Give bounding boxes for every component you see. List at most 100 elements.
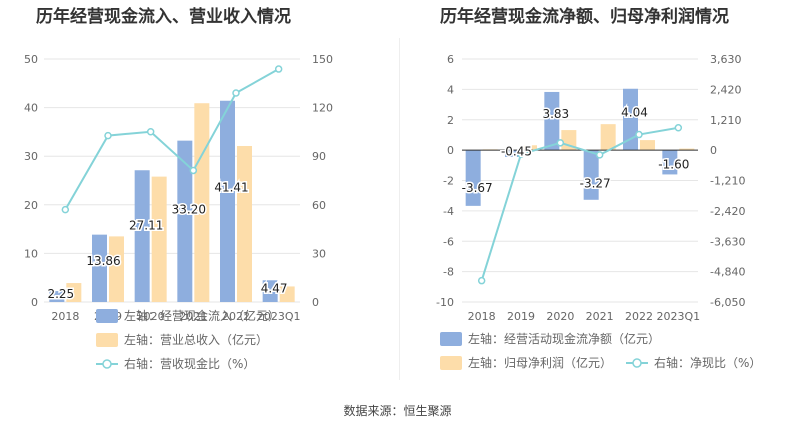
right-chart-right-tick-label: -4,840: [710, 266, 745, 279]
right-chart-ratio-point: [674, 124, 683, 132]
right-chart-bar: [505, 150, 520, 157]
right-chart-bar: [465, 150, 481, 206]
left-chart-bar-value-label: 33.20: [172, 202, 206, 216]
left-chart-right-tick-label: 90: [312, 150, 326, 163]
right-chart-right-tick-label: 0: [710, 144, 717, 157]
right-chart-left-tick-label: -8: [443, 266, 454, 279]
panel-divider: [399, 38, 400, 380]
left-chart-bar: [177, 140, 193, 302]
right-chart-ratio-line: [480, 126, 679, 281]
right-chart-right-tick-label: -6,050: [710, 296, 745, 309]
left-chart-bar-value-label: 27.11: [129, 219, 163, 233]
right-chart-x-tick-label: 2020: [546, 310, 574, 323]
left-chart-bar: [194, 103, 210, 302]
left-chart-bar-value-label: 4.47: [261, 281, 288, 295]
right-chart-bar: [662, 150, 678, 175]
right-chart-right-tick-label: -2,420: [710, 205, 745, 218]
left-chart-ratio-point: [104, 131, 112, 140]
right-chart-bar: [623, 88, 638, 151]
right-chart-x-tick-label: 2019: [507, 310, 535, 323]
left-chart-bar-value-label: 41.41: [214, 180, 248, 194]
right-chart-left-tick-label: 6: [447, 53, 454, 66]
right-chart-left-tick-label: -2: [443, 175, 454, 188]
left-chart-bar: [92, 234, 107, 302]
left-chart-x-tick-label: 2021: [179, 310, 207, 323]
left-chart-bar: [220, 100, 235, 302]
left-chart-title: 历年经营现金流入、营业收入情况: [36, 7, 291, 27]
right-chart-right-tick-label: -1,210: [710, 175, 745, 188]
right-chart-bar-value-label: 3.83: [542, 107, 569, 121]
right-chart-right-tick-label: -3,630: [710, 235, 745, 248]
left-chart-bar: [134, 170, 150, 302]
right-chart-ratio-point: [556, 139, 565, 147]
right-chart-x-tick-label: 2018: [468, 310, 496, 323]
left-chart-ratio-point: [146, 127, 155, 136]
left-chart-ratio-point: [232, 89, 240, 97]
right-chart-left-tick-label: -4: [443, 205, 454, 218]
left-chart-bar: [279, 286, 295, 302]
right-chart-bar: [679, 148, 695, 151]
right-chart-ratio-point: [635, 130, 643, 139]
left-chart-legend-label: 左轴：经营现金流入（亿元）: [124, 308, 280, 323]
right-chart-right-tick-label: 2,420: [710, 83, 742, 96]
right-chart-legend-label: 左轴：经营活动现金流净额（亿元）: [468, 331, 660, 346]
right-chart-legend-label: 左轴：归母净利润（亿元）: [468, 355, 612, 370]
left-chart-right-tick-label: 120: [312, 102, 333, 115]
right-chart-left-tick-label: 2: [447, 114, 454, 127]
data-source-note: 数据来源：恒生聚源: [343, 404, 452, 418]
right-chart-bar: [600, 124, 616, 151]
right-chart-left-tick-label: 4: [447, 83, 454, 96]
left-chart-left-tick-label: 50: [24, 53, 38, 66]
right-chart-left-tick-label: 0: [447, 144, 454, 157]
left-chart-left-tick-label: 10: [24, 247, 38, 260]
left-chart-bar: [151, 176, 167, 302]
right-chart-left-tick-label: -10: [436, 296, 454, 309]
left-chart-right-tick-label: 150: [312, 53, 333, 66]
left-chart-ratio-line: [64, 68, 280, 211]
left-chart-x-tick-label: 2023Q1: [257, 310, 301, 323]
left-chart-bar: [66, 283, 82, 302]
left-chart-bar: [262, 280, 278, 302]
right-chart-bar: [583, 150, 599, 200]
left-chart-x-tick-label: 2020: [137, 310, 165, 323]
left-chart-x-tick-label: 2018: [51, 310, 79, 323]
right-chart-legend-marker: [632, 358, 642, 368]
right-chart-bar-value-label: -1.60: [658, 157, 689, 171]
right-chart-right-tick-label: 1,210: [710, 114, 742, 127]
left-chart-bar-value-label: 2.25: [47, 287, 74, 301]
right-chart-bar: [640, 140, 655, 151]
right-chart-legend-swatch: [440, 356, 462, 370]
right-chart-bar-value-label: -3.67: [462, 181, 493, 195]
left-chart-left-tick-label: 0: [31, 296, 38, 309]
right-chart-bar-value-label: 4.04: [621, 105, 648, 119]
right-chart-x-tick-label: 2023Q1: [657, 310, 701, 323]
left-chart-left-tick-label: 40: [24, 102, 38, 115]
right-chart-ratio-point: [595, 151, 604, 159]
left-chart-bar-value-label: 13.86: [86, 254, 120, 268]
left-chart-ratio-point: [274, 65, 283, 73]
left-chart-ratio-point: [61, 205, 70, 214]
left-chart-legend-label: 右轴：营收现金比（%）: [124, 356, 255, 371]
left-chart-legend-marker: [102, 359, 112, 369]
charts-canvas: 0102030405003060901201502.2513.8627.1133…: [24, 53, 761, 371]
right-chart-left-tick-label: -6: [443, 235, 454, 248]
left-chart-legend-label: 左轴：营业总收入（亿元）: [124, 332, 268, 347]
right-chart-bar-value-label: -3.27: [580, 176, 611, 190]
right-chart-title: 历年经营现金流净额、归母净利润情况: [440, 7, 729, 27]
left-chart-right-tick-label: 0: [312, 296, 319, 309]
left-chart-bar: [49, 291, 65, 302]
left-chart-bar: [109, 236, 124, 302]
right-chart-bar-value-label: -0.45: [501, 144, 532, 158]
left-chart-legend-swatch: [96, 333, 118, 347]
left-chart-right-tick-label: 60: [312, 199, 326, 212]
left-chart-legend-swatch: [96, 309, 118, 323]
left-chart-left-tick-label: 20: [24, 199, 38, 212]
left-chart-x-tick-label: 2022: [222, 310, 250, 323]
right-chart-bar: [544, 91, 560, 151]
right-chart-ratio-point: [477, 276, 486, 285]
left-chart-right-tick-label: 30: [312, 247, 326, 260]
left-chart-left-tick-label: 30: [24, 150, 38, 163]
left-chart-bar: [237, 145, 252, 302]
right-chart-ratio-point: [517, 150, 525, 158]
right-chart-legend-label: 右轴：净现比（%）: [654, 355, 761, 370]
